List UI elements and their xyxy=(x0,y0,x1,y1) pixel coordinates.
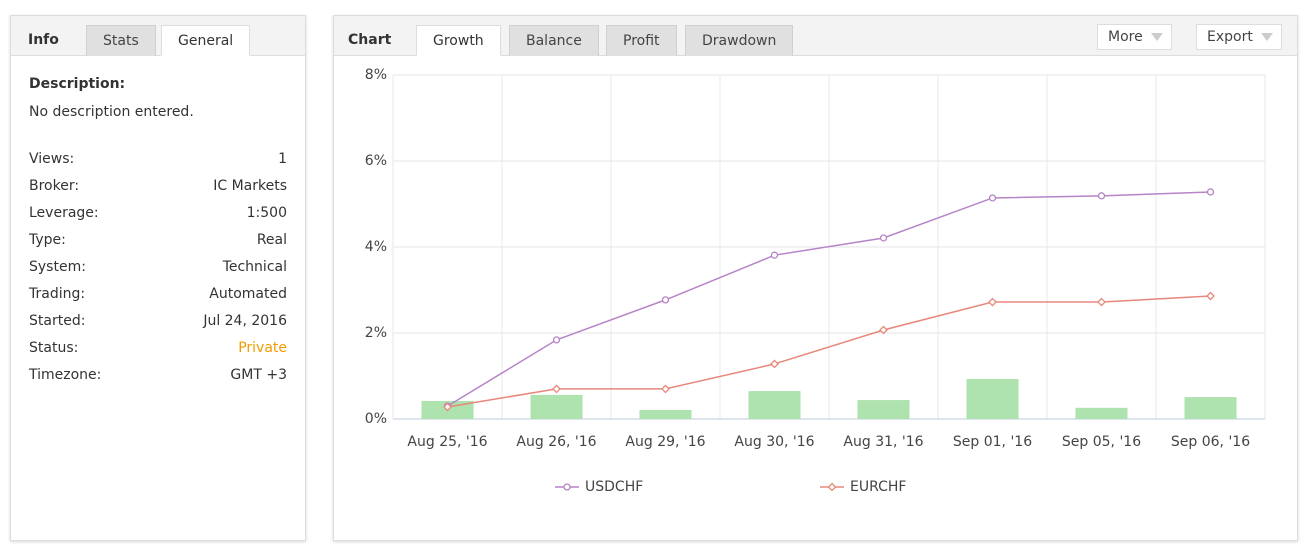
series-line xyxy=(447,191,1211,407)
legend-label: EURCHF xyxy=(850,479,906,495)
tab[interactable]: Profit xyxy=(606,25,677,56)
point xyxy=(988,194,997,202)
x-tick-label: Sep 05, '16 xyxy=(1062,434,1141,450)
x-tick-label: Aug 29, '16 xyxy=(625,434,705,450)
legend-label: USDCHF xyxy=(585,479,643,495)
info-label: Started: xyxy=(29,313,86,329)
legend-marker xyxy=(827,482,837,492)
x-tick-label: Sep 01, '16 xyxy=(953,434,1032,450)
x-tick-label: Aug 26, '16 xyxy=(516,434,596,450)
info-label: Broker: xyxy=(29,178,80,194)
info-value: 1:500 xyxy=(246,205,287,221)
info-label: Timezone: xyxy=(29,367,102,383)
y-tick-label: 6% xyxy=(365,153,387,169)
info-label: Trading: xyxy=(29,286,86,302)
description: No description entered. xyxy=(29,104,194,120)
tab[interactable]: Growth xyxy=(416,25,501,56)
point xyxy=(770,359,779,369)
point xyxy=(770,251,779,259)
bar xyxy=(966,379,1019,419)
bar xyxy=(639,409,692,419)
point xyxy=(661,296,670,304)
bar xyxy=(857,400,910,419)
point xyxy=(1097,192,1106,200)
info-value: Real xyxy=(256,232,287,248)
tab-bar: Chart Growth Balance Profit Drawdown Mor… xyxy=(334,16,1297,56)
info-label: Status: xyxy=(29,340,79,356)
point xyxy=(552,336,561,344)
tab-bar: Info Stats General xyxy=(11,16,305,56)
x-tick-label: Aug 25, '16 xyxy=(407,434,487,450)
info-label: System: xyxy=(29,259,86,275)
tab[interactable]: Drawdown xyxy=(685,25,794,56)
y-tick-label: 2% xyxy=(365,325,387,341)
y-tick-label: 0% xyxy=(365,411,387,427)
tab[interactable]: Balance xyxy=(509,25,599,56)
export-button[interactable]: Export xyxy=(1196,24,1282,50)
point xyxy=(661,384,670,394)
info-value: Automated xyxy=(209,286,287,302)
info-panel: Info Stats General Description: No descr… xyxy=(10,15,306,541)
info-row: System: Technical xyxy=(29,259,287,286)
info-row: Leverage: 1:500 xyxy=(29,205,287,232)
y-tick-label: 8% xyxy=(365,67,387,83)
info-row: Timezone: GMT +3 xyxy=(29,367,287,394)
legend-marker xyxy=(563,483,571,491)
x-tick-label: Sep 06, '16 xyxy=(1171,434,1250,450)
bar xyxy=(530,394,583,419)
point xyxy=(1097,297,1106,307)
info-row: Broker: IC Markets xyxy=(29,178,287,205)
point xyxy=(1206,188,1215,196)
info-label: Views: xyxy=(29,151,75,167)
point xyxy=(879,325,888,335)
point xyxy=(988,297,997,307)
tab[interactable]: Stats xyxy=(86,25,156,56)
info-value: GMT +3 xyxy=(230,367,287,383)
info-value: Technical xyxy=(222,259,287,275)
tab-active[interactable]: Chart xyxy=(348,32,392,48)
info-row: Started: Jul 24, 2016 xyxy=(29,313,287,340)
more-button[interactable]: More xyxy=(1097,24,1172,50)
point xyxy=(552,384,561,394)
point xyxy=(1206,291,1215,301)
tab[interactable]: General xyxy=(161,25,251,56)
info-value: Jul 24, 2016 xyxy=(203,313,287,329)
point xyxy=(443,402,452,412)
info-value: 1 xyxy=(278,151,287,167)
chart-panel: Chart Growth Balance Profit Drawdown Mor… xyxy=(333,15,1298,541)
info-value: Private xyxy=(238,340,287,356)
bar xyxy=(1075,407,1128,419)
tab-active[interactable]: Info xyxy=(28,32,59,48)
x-tick-label: Aug 30, '16 xyxy=(734,434,814,450)
info-row: Views: 1 xyxy=(29,151,287,178)
info-row: Status: Private xyxy=(29,340,287,367)
info-row: Trading: Automated xyxy=(29,286,287,313)
description-label: Description: xyxy=(29,76,126,92)
series-line xyxy=(447,295,1211,408)
info-label: Leverage: xyxy=(29,205,99,221)
bar xyxy=(748,391,801,419)
y-tick-label: 4% xyxy=(365,239,387,255)
x-tick-label: Aug 31, '16 xyxy=(843,434,923,450)
info-label: Type: xyxy=(29,232,66,248)
info-row: Type: Real xyxy=(29,232,287,259)
info-value: IC Markets xyxy=(213,178,287,194)
bar xyxy=(1184,397,1237,419)
point xyxy=(879,234,888,242)
